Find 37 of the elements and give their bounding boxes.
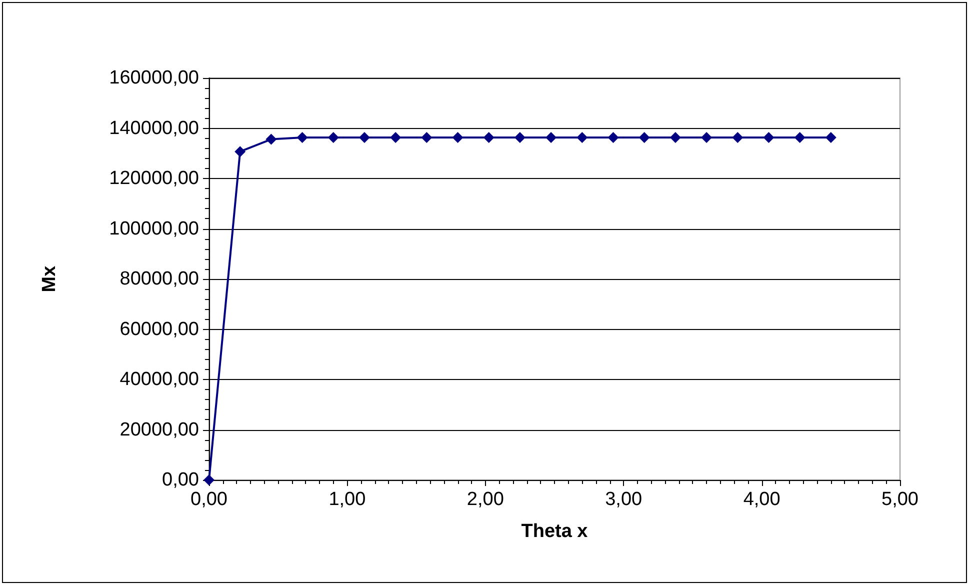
x-tick-label: 0,00 (190, 489, 228, 510)
point (546, 132, 557, 144)
point (638, 132, 650, 144)
y-tick-label: 20000,00 (120, 419, 199, 440)
point (234, 146, 246, 158)
point (608, 132, 619, 144)
point (794, 132, 806, 144)
x-tick-label: 2,00 (466, 489, 504, 510)
y-axis-title: Mx (39, 265, 60, 292)
point (358, 132, 370, 144)
point (328, 132, 339, 144)
point (825, 132, 836, 144)
point (701, 132, 712, 144)
point (296, 132, 308, 144)
point (670, 132, 681, 144)
y-tick-label: 120000,00 (109, 168, 199, 189)
point (421, 132, 432, 144)
x-tick-label: 5,00 (882, 489, 918, 510)
y-tick-label: 140000,00 (109, 118, 199, 139)
point (483, 132, 494, 144)
y-tick-label: 60000,00 (120, 318, 199, 340)
point (390, 132, 402, 144)
y-tick-label: 0,00 (162, 470, 199, 490)
x-tick-label: 1,00 (328, 489, 366, 510)
y-tick-label: 100000,00 (109, 218, 199, 240)
point (266, 134, 277, 145)
point (732, 132, 744, 144)
x-axis-title: Theta x (521, 521, 588, 542)
y-tick-label: 160000,00 (109, 68, 199, 88)
point (763, 132, 774, 144)
y-tick-label: 80000,00 (120, 268, 199, 290)
point (452, 132, 464, 144)
point (576, 132, 588, 144)
y-tick-label: 40000,00 (120, 369, 199, 390)
point (514, 132, 526, 144)
x-tick-label: 3,00 (605, 489, 642, 510)
x-tick-label: 4,00 (743, 489, 780, 510)
